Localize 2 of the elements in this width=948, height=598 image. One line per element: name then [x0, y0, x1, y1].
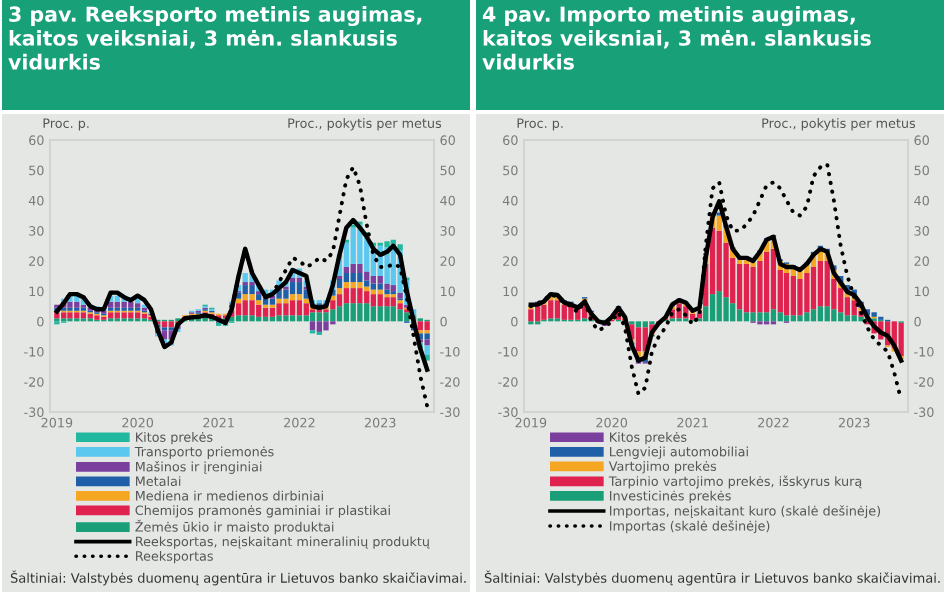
chart-title: 3 pav. Reeksporto metinis augimas, kaitos veiksniai, 3 mėn. slankusis vidurkis	[8, 6, 422, 70]
chart-title: 4 pav. Importo metinis augimas, kaitos veiksniai, 3 mėn. slankusis vidurkis	[482, 6, 871, 70]
